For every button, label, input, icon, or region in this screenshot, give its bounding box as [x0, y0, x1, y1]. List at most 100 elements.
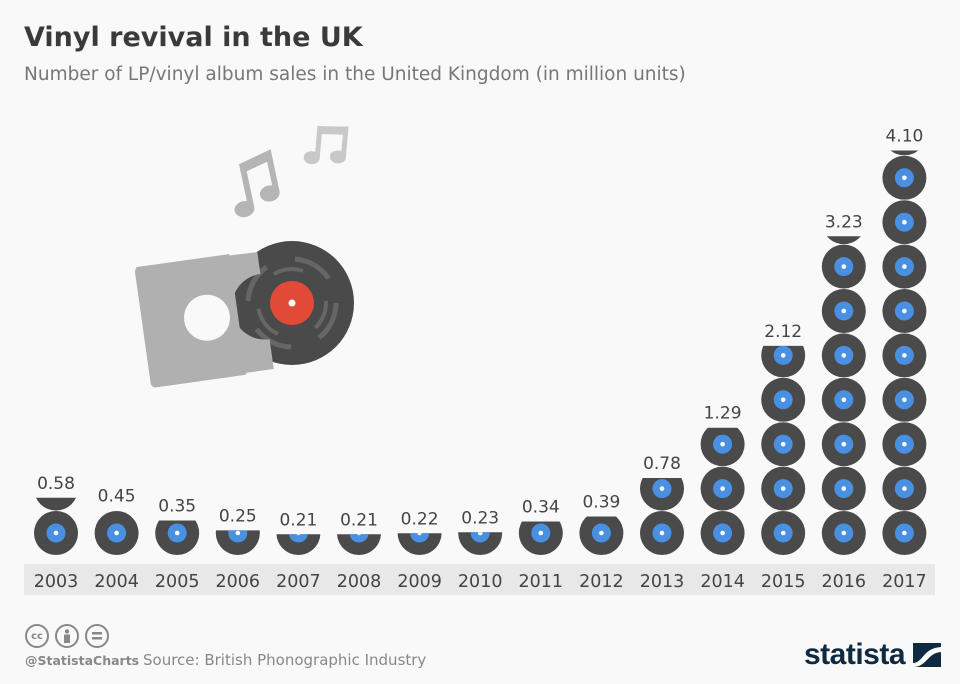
vinyl-disc-mark: [882, 289, 927, 333]
vinyl-disc-mark: [36, 497, 76, 511]
vinyl-disc-mark: [761, 511, 806, 555]
vinyl-disc-mark: [821, 244, 866, 289]
vinyl-disc-mark: [761, 422, 806, 467]
bar-2015: 2.12 2015: [761, 322, 806, 592]
bar-2003: 0.58 2003: [34, 474, 79, 592]
vinyl-disc-mark: [821, 377, 866, 422]
vinyl-disc-mark: [826, 236, 861, 245]
vinyl-disc-mark: [761, 466, 806, 511]
x-tick-label: 2010: [458, 572, 503, 592]
vinyl-disc-mark: [882, 377, 927, 422]
x-tick-label: 2011: [519, 572, 564, 592]
logo-text: statista: [804, 638, 906, 671]
vinyl-disc-mark: [821, 333, 866, 378]
value-label: 4.10: [885, 126, 923, 146]
value-label: 0.78: [643, 454, 681, 474]
x-tick-label: 2017: [882, 572, 927, 592]
chart-subtitle: Number of LP/vinyl album sales in the Un…: [24, 64, 686, 85]
value-label: 0.45: [98, 487, 136, 507]
value-label: 0.25: [219, 506, 257, 526]
vinyl-disc-mark: [276, 534, 321, 555]
no-derivatives-icon[interactable]: [85, 624, 109, 648]
value-label: 0.23: [461, 508, 499, 528]
value-label: 0.39: [582, 493, 620, 513]
vinyl-illustration: [134, 126, 354, 388]
vinyl-disc-mark: [518, 521, 563, 555]
value-label: 2.12: [764, 322, 802, 342]
bar-2009: 0.22 2009: [397, 509, 442, 592]
vinyl-disc-mark: [761, 377, 806, 422]
value-label: 0.22: [401, 509, 439, 529]
bar-2004: 0.45 2004: [94, 487, 139, 592]
vinyl-disc-mark: [337, 534, 381, 555]
vinyl-disc-mark: [458, 532, 503, 555]
x-tick-label: 2015: [761, 572, 806, 592]
vinyl-record-icon: [230, 241, 354, 365]
vinyl-disc-mark: [882, 466, 927, 511]
x-tick-label: 2016: [822, 572, 867, 592]
year-axis-band: [24, 564, 935, 595]
vinyl-disc-mark: [579, 516, 624, 555]
vinyl-disc-mark: [700, 511, 745, 555]
x-tick-label: 2009: [397, 572, 442, 592]
bar-2008: 0.21 2008: [337, 510, 382, 592]
bar-2017: 4.10 2017: [882, 126, 927, 592]
value-label: 0.35: [158, 496, 196, 516]
vinyl-disc-mark: [821, 422, 866, 467]
vinyl-disc-mark: [821, 289, 866, 333]
cc-icon[interactable]: cc: [25, 624, 49, 648]
vinyl-disc-mark: [640, 478, 684, 511]
bar-2012: 0.39 2012: [579, 493, 624, 592]
vinyl-disc-mark: [890, 150, 919, 156]
twitter-handle[interactable]: @StatistaCharts: [25, 653, 140, 668]
vinyl-disc-mark: [882, 155, 927, 200]
music-note-icon: [303, 126, 349, 165]
vinyl-disc-mark: [821, 511, 866, 555]
vinyl-disc-mark: [397, 533, 442, 555]
x-tick-label: 2013: [640, 572, 685, 592]
vinyl-disc-mark: [882, 200, 927, 245]
statista-logo[interactable]: statista: [804, 638, 942, 672]
vinyl-disc-mark: [882, 511, 927, 555]
music-note-icon: [234, 149, 280, 218]
bar-2010: 0.23 2010: [458, 508, 503, 592]
bar-2007: 0.21 2007: [276, 510, 321, 592]
value-label: 0.34: [522, 497, 560, 517]
bar-2014: 1.29 2014: [700, 404, 745, 592]
vinyl-disc-mark: [640, 511, 684, 555]
x-tick-label: 2006: [216, 572, 261, 592]
vinyl-disc-mark: [882, 333, 927, 378]
x-tick-label: 2007: [276, 572, 321, 592]
vinyl-disc-mark: [215, 530, 260, 555]
vinyl-disc-mark: [882, 244, 927, 289]
bar-2011: 0.34 2011: [519, 497, 564, 592]
x-tick-label: 2012: [579, 572, 624, 592]
attribution-icon[interactable]: [55, 624, 79, 648]
vinyl-disc-mark: [34, 511, 78, 555]
value-label: 0.58: [37, 474, 75, 494]
value-label: 0.21: [279, 510, 317, 530]
statista-logo-icon: [913, 643, 942, 667]
value-label: 1.29: [704, 404, 742, 424]
vinyl-disc-mark: [700, 466, 745, 511]
vinyl-disc-mark: [700, 427, 745, 467]
chart-title: Vinyl revival in the UK: [24, 22, 363, 53]
x-tick-label: 2003: [34, 572, 79, 592]
source-text: Source: British Phonographic Industry: [143, 651, 427, 669]
vinyl-disc-mark: [155, 520, 200, 555]
bar-2016: 3.23 2016: [821, 212, 867, 592]
bar-2005: 0.35 2005: [155, 496, 200, 592]
vinyl-disc-mark: [882, 422, 927, 467]
x-tick-label: 2008: [337, 572, 382, 592]
bar-2013: 0.78 2013: [640, 454, 685, 592]
value-label: 0.21: [340, 510, 378, 530]
vinyl-disc-mark: [821, 466, 866, 511]
x-tick-label: 2005: [155, 572, 200, 592]
value-label: 3.23: [825, 212, 863, 232]
vinyl-disc-mark: [761, 345, 806, 378]
vinyl-disc-mark: [94, 511, 139, 555]
license-icons[interactable]: cc: [25, 624, 109, 648]
x-tick-label: 2004: [94, 572, 139, 592]
bar-2006: 0.25 2006: [216, 506, 261, 592]
